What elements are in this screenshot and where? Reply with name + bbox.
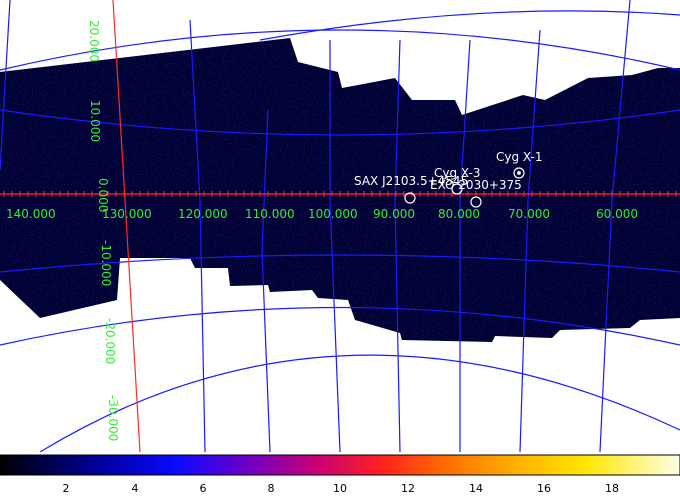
source-marker-icon — [513, 167, 525, 179]
colorbar-gradient — [0, 454, 680, 476]
lon-label-100: 100.000 — [308, 207, 358, 221]
latitude-labels: 20.000 10.000 0.000 -10.000 -20.000 -30.… — [87, 20, 120, 441]
lat-label-20: 20.000 — [87, 20, 101, 62]
latitude-line-20 — [0, 29, 680, 71]
lat-label-10: 10.000 — [88, 100, 102, 142]
lon-label-140: 140.000 — [6, 207, 56, 221]
lon-label-80: 80.000 — [438, 207, 480, 221]
source-cyg-x-3[interactable]: Cyg X-3 — [434, 166, 481, 195]
lon-label-70: 70.000 — [508, 207, 550, 221]
colorbar-tick-6: 6 — [200, 482, 207, 495]
colorbar-tick-4: 4 — [132, 482, 139, 495]
latitude-line-m10 — [0, 254, 680, 273]
lat-label-m20: -20.000 — [103, 318, 117, 364]
source-label: SAX J2103.5+4545 — [354, 174, 468, 188]
plane-ticks — [3, 191, 677, 197]
meridian-130-line — [112, 0, 141, 452]
latitude-line-m30 — [39, 354, 680, 452]
lon-label-60: 60.000 — [596, 207, 638, 221]
lon-label-130: 130.000 — [102, 207, 152, 221]
longitude-line-60 — [599, 0, 631, 452]
lat-label-m10: -10.000 — [99, 240, 113, 286]
source-dot-icon — [517, 171, 521, 175]
colorbar-tick-8: 8 — [268, 482, 275, 495]
source-cyg-x-1[interactable]: Cyg X-1 — [496, 150, 543, 179]
source-label: EXO 2030+375 — [430, 178, 522, 192]
lon-label-90: 90.000 — [373, 207, 415, 221]
colorbar-tick-18: 18 — [605, 482, 619, 495]
source-exo-2030[interactable]: EXO 2030+375 — [430, 178, 522, 208]
source-label: Cyg X-3 — [434, 166, 481, 180]
lat-label-m30: -30.000 — [106, 395, 120, 441]
exposure-mosaic — [0, 38, 680, 342]
lon-label-110: 110.000 — [245, 207, 295, 221]
source-markers: Cyg X-1 Cyg X-3 EXO 2030+375 SAX J2103.5… — [354, 150, 543, 208]
longitude-line-140 — [0, 0, 11, 171]
longitude-labels: 140.000 130.000 120.000 110.000 100.000 … — [6, 207, 638, 221]
longitude-line-120 — [189, 19, 206, 452]
colorbar-tick-14: 14 — [469, 482, 483, 495]
source-sax-j2103[interactable]: SAX J2103.5+4545 — [354, 174, 468, 204]
lon-label-120: 120.000 — [178, 207, 228, 221]
colorbar-tick-12: 12 — [401, 482, 415, 495]
coordinate-grid — [0, 0, 680, 452]
latitude-line-10 — [0, 109, 680, 136]
colorbar-tick-16: 16 — [537, 482, 551, 495]
longitude-line-100 — [329, 40, 341, 452]
colorbar-ticks: 2 4 6 8 10 12 14 16 18 — [63, 482, 620, 495]
longitude-line-70 — [519, 29, 541, 452]
longitude-line-90 — [394, 39, 401, 452]
source-marker-icon — [404, 192, 416, 204]
colorbar-tick-10: 10 — [333, 482, 347, 495]
lat-label-0: 0.000 — [96, 178, 110, 212]
colorbar: 2 4 6 8 10 12 14 16 18 — [0, 452, 680, 499]
latitude-line-m20 — [0, 306, 680, 346]
longitude-line-110 — [261, 109, 271, 452]
latitude-line-top — [259, 10, 680, 41]
source-label: Cyg X-1 — [496, 150, 543, 164]
source-marker-icon — [451, 183, 463, 195]
colorbar-tick-2: 2 — [63, 482, 70, 495]
sky-map: 140.000 130.000 120.000 110.000 100.000 … — [0, 0, 680, 452]
longitude-line-80 — [459, 39, 471, 452]
source-marker-icon — [470, 196, 482, 208]
